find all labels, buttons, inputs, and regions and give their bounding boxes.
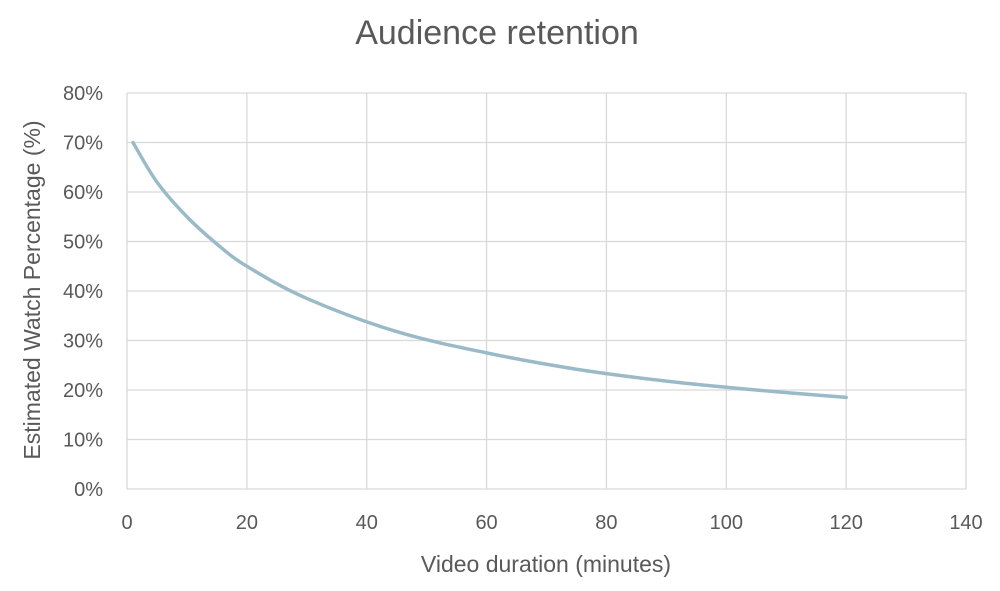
x-tick-label: 60 — [475, 512, 497, 534]
y-tick-label: 10% — [63, 430, 103, 452]
y-tick-label: 50% — [63, 232, 103, 254]
y-tick-label: 60% — [63, 182, 103, 204]
x-tick-label: 40 — [356, 512, 378, 534]
chart-title: Audience retention — [355, 14, 639, 52]
x-tick-label: 140 — [949, 512, 982, 534]
y-axis-ticks: 0% 10% 20% 30% 40% 50% 60% 70% 80% — [63, 83, 103, 501]
gridlines — [126, 92, 967, 490]
y-tick-label: 20% — [63, 380, 103, 402]
x-tick-label: 20 — [236, 512, 258, 534]
y-tick-label: 70% — [63, 133, 103, 155]
y-tick-label: 30% — [63, 331, 103, 353]
y-tick-label: 40% — [63, 281, 103, 303]
x-tick-label: 80 — [595, 512, 617, 534]
y-tick-label: 0% — [74, 479, 103, 501]
y-axis-label: Estimated Watch Percentage (%) — [19, 120, 45, 459]
series-line — [131, 140, 848, 400]
y-tick-label: 80% — [63, 83, 103, 105]
x-axis-ticks: 0 20 40 60 80 100 120 140 — [121, 512, 982, 534]
x-tick-label: 120 — [829, 512, 862, 534]
x-tick-label: 100 — [710, 512, 743, 534]
x-tick-label: 0 — [121, 512, 132, 534]
series-layer — [131, 140, 848, 400]
x-axis-label: Video duration (minutes) — [421, 551, 671, 577]
